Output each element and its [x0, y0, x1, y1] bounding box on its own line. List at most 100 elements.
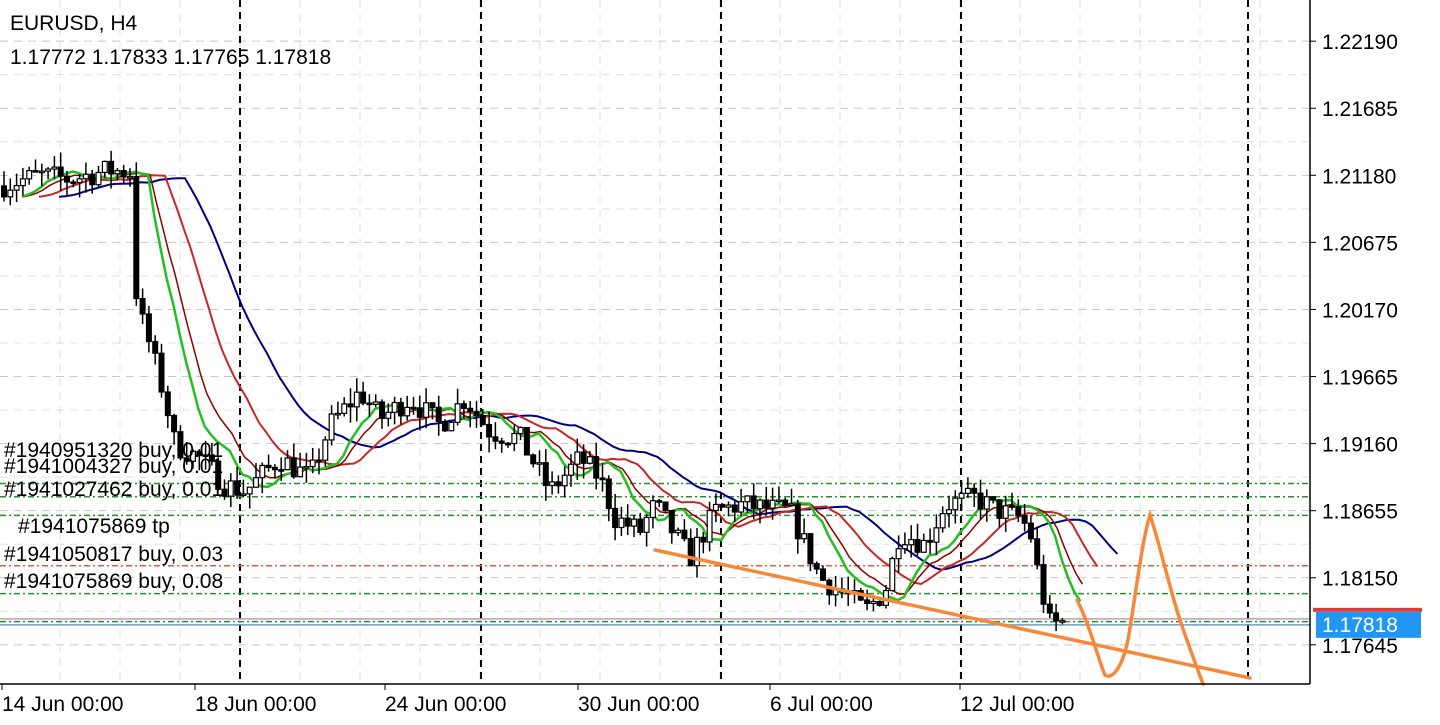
candle-body — [939, 513, 946, 529]
candle-body — [1046, 603, 1053, 614]
candle-body — [442, 420, 449, 432]
candle — [1, 171, 8, 202]
candle-body — [599, 477, 606, 481]
candle-body — [794, 503, 801, 540]
candle — [316, 448, 323, 475]
candle-body — [202, 454, 209, 458]
candle — [983, 489, 990, 522]
candle-body — [1002, 505, 1009, 519]
order-label[interactable]: #1941004327 buy, 0.01 — [4, 455, 224, 478]
order-label[interactable]: #1941027462 buy, 0.01 — [4, 478, 224, 501]
candle — [467, 401, 474, 428]
price-label: 1.18150 — [1322, 568, 1398, 591]
candle-body — [920, 539, 927, 553]
candle-body — [297, 466, 304, 478]
candle-body — [366, 402, 373, 406]
candle — [334, 401, 341, 420]
candle-body — [1, 185, 8, 198]
candle — [385, 403, 392, 427]
candle — [864, 589, 871, 611]
candle-body — [725, 504, 732, 508]
candle-body — [460, 403, 467, 409]
price-label: 1.19665 — [1322, 367, 1398, 390]
candle — [454, 388, 461, 426]
candle-body — [983, 496, 990, 510]
candle — [542, 449, 549, 501]
candle-body — [801, 533, 808, 540]
price-label: 1.21685 — [1322, 98, 1398, 121]
candle — [990, 496, 997, 504]
candle-body — [278, 469, 285, 472]
candle-body — [914, 538, 921, 553]
candle — [775, 486, 782, 504]
candle-body — [38, 170, 45, 174]
candle — [341, 397, 348, 417]
candle — [479, 408, 486, 426]
candle-body — [668, 509, 675, 534]
candle — [196, 449, 203, 471]
candle — [945, 495, 952, 528]
candle — [612, 493, 619, 541]
freehand-drawing — [1075, 509, 1205, 686]
candle — [927, 528, 934, 555]
candle-body — [145, 313, 152, 343]
candle — [700, 532, 707, 554]
candle — [624, 504, 631, 536]
candle — [202, 440, 209, 470]
candle — [895, 535, 902, 573]
candle-body — [164, 391, 171, 417]
candle-body — [719, 503, 726, 508]
candle-body — [1059, 620, 1066, 623]
candle — [933, 514, 940, 556]
candle-body — [353, 391, 360, 408]
candle-body — [662, 501, 669, 512]
candle — [725, 501, 732, 517]
candle-body — [523, 426, 530, 456]
ma-fastest-line — [21, 170, 1082, 602]
candle-body — [63, 175, 70, 183]
candle-body — [486, 423, 493, 438]
candle — [593, 442, 600, 490]
candle — [530, 453, 537, 468]
candle-body — [177, 431, 184, 459]
candle-body — [549, 481, 556, 487]
candle — [448, 421, 455, 432]
candle-body — [19, 178, 26, 187]
candle — [914, 523, 921, 556]
order-label[interactable]: #1940951320 buy, 0.01 — [4, 439, 224, 462]
candle-body — [517, 426, 524, 435]
candle-body — [945, 509, 952, 515]
candle — [473, 400, 480, 428]
candle — [234, 466, 241, 499]
candle-body — [347, 403, 354, 408]
candle — [964, 477, 971, 498]
candle-body — [479, 414, 486, 426]
ma-medium-line — [38, 174, 1099, 586]
candle-body — [864, 599, 871, 605]
candle-body — [385, 411, 392, 419]
candle — [164, 385, 171, 429]
candle-body — [215, 460, 222, 490]
candle-body — [567, 463, 574, 476]
order-label[interactable]: #1941075869 tp — [18, 515, 170, 538]
candle-body — [675, 529, 682, 534]
candle — [971, 483, 978, 507]
candle — [328, 405, 335, 446]
candle-body — [643, 516, 650, 533]
candle — [687, 528, 694, 567]
candle-body — [379, 401, 386, 419]
candle — [1027, 515, 1034, 543]
order-label[interactable]: #1941075869 buy, 0.08 — [4, 570, 224, 593]
candle — [1059, 618, 1066, 625]
candle-body — [927, 539, 934, 543]
symbol-timeframe: EURUSD, H4 — [10, 12, 138, 35]
candle-body — [1040, 564, 1047, 605]
candle — [605, 475, 612, 522]
candle — [353, 378, 360, 422]
candle-body — [876, 600, 883, 606]
candle — [1040, 554, 1047, 613]
order-label[interactable]: #1941050817 buy, 0.03 — [4, 543, 224, 566]
candle — [637, 512, 644, 536]
